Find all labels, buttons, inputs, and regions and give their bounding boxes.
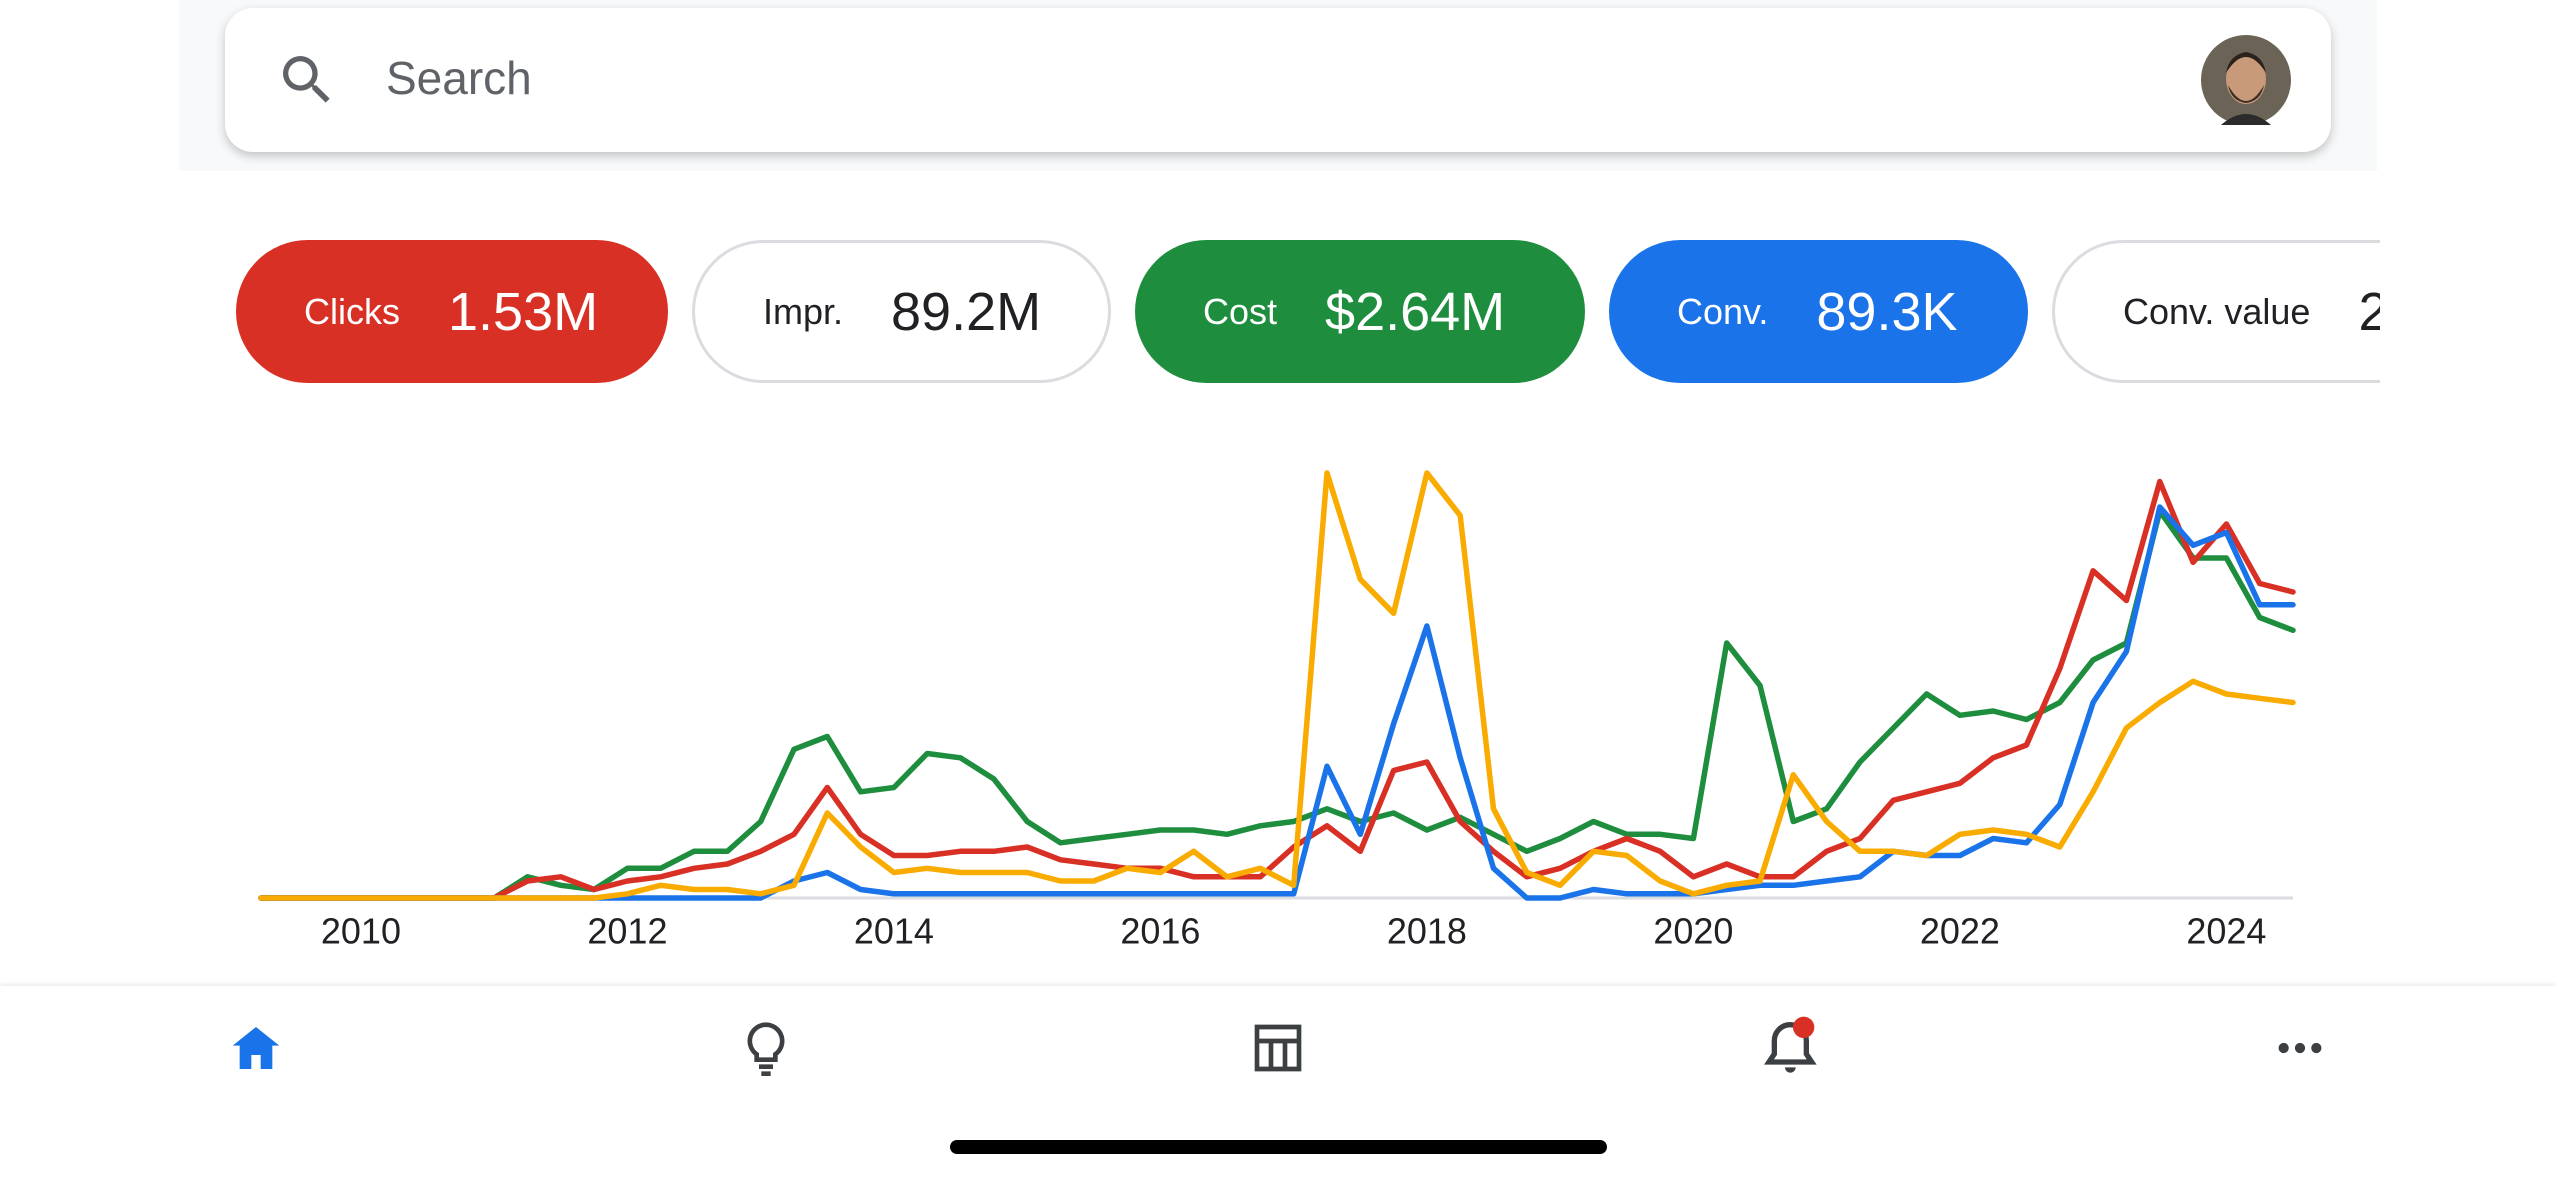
chip-value: 1.53M [448,281,599,342]
chip-value: $2.64M [1325,281,1506,342]
avatar[interactable] [2201,35,2291,125]
metric-chip[interactable]: Conv. value 2 [2052,240,2380,383]
series-line [258,478,2296,901]
series-line [258,504,2296,901]
x-tick-label: 2014 [854,911,934,952]
metric-chip[interactable]: Impr. 89.2M [692,240,1111,383]
metric-chip[interactable]: Conv. 89.3K [1609,240,2028,383]
metric-chip[interactable]: Cost $2.64M [1135,240,1585,383]
x-tick-label: 2024 [2186,911,2266,952]
chip-value: 89.2M [891,281,1042,342]
x-tick-label: 2022 [1920,911,2000,952]
chip-label: Impr. [763,290,844,332]
chip-label: Cost [1203,290,1278,332]
chip-value: 89.3K [1816,281,1958,342]
chip-label: Conv. value [2123,290,2311,332]
x-tick-label: 2012 [587,911,667,952]
metric-chips: Clicks 1.53M Impr. 89.2M Cost $2.64M Conv. 89.3… [236,240,2380,386]
x-tick-label: 2020 [1653,911,1733,952]
x-tick-label: 2016 [1120,911,1200,952]
search-bar[interactable] [225,8,2331,152]
x-tick-label: 2018 [1387,911,1467,952]
notifications-icon[interactable] [1758,1014,1828,1078]
home-indicator [950,1140,1607,1154]
chart: 2010 2012 2014 2016 2018 2020 2022 2024 [258,470,2296,952]
metric-chip[interactable]: Clicks 1.53M [236,240,668,383]
search-placeholder: Search [386,52,532,104]
series-line [258,470,2296,901]
chip-label: Clicks [304,290,400,332]
chip-value: 2 [2358,281,2380,342]
home-icon[interactable] [228,1020,284,1076]
chip-label: Conv. [1677,290,1769,332]
search-icon [283,56,330,103]
more-icon[interactable] [2272,1020,2328,1076]
table-icon[interactable] [1250,1020,1306,1076]
insights-icon[interactable] [738,1018,794,1078]
x-tick-label: 2010 [321,911,401,952]
